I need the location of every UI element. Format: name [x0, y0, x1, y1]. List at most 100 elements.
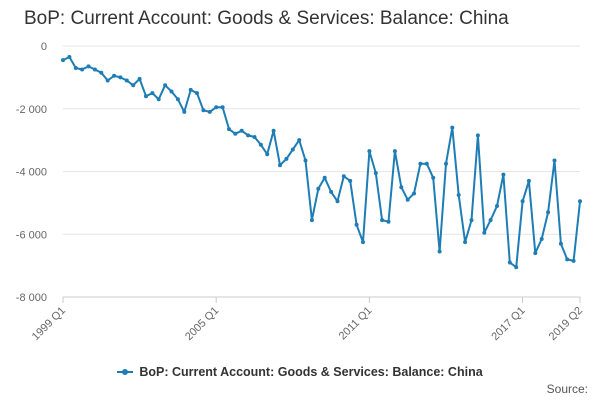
legend-label: BoP: Current Account: Goods & Services: … — [139, 365, 483, 379]
data-point[interactable] — [309, 218, 314, 223]
legend-item[interactable]: BoP: Current Account: Goods & Services: … — [117, 365, 483, 379]
y-tick-label: 0 — [41, 41, 47, 53]
data-point[interactable] — [252, 135, 257, 139]
data-point[interactable] — [227, 127, 231, 132]
data-point[interactable] — [61, 58, 65, 63]
data-point[interactable] — [539, 237, 544, 241]
data-point[interactable] — [156, 97, 161, 102]
data-point[interactable] — [450, 125, 455, 130]
data-point[interactable] — [112, 73, 117, 78]
data-point[interactable] — [361, 240, 365, 245]
data-point[interactable] — [412, 191, 416, 196]
data-point[interactable] — [341, 174, 346, 179]
data-point[interactable] — [578, 199, 582, 204]
data-point[interactable] — [105, 78, 110, 83]
data-point[interactable] — [437, 249, 442, 254]
data-point[interactable] — [533, 251, 538, 256]
data-point[interactable] — [239, 128, 244, 133]
legend[interactable]: BoP: Current Account: Goods & Services: … — [0, 365, 600, 380]
series-layer — [61, 55, 582, 270]
data-point[interactable] — [348, 178, 353, 183]
data-point[interactable] — [73, 66, 78, 70]
data-point[interactable] — [182, 109, 187, 114]
data-point[interactable] — [392, 149, 397, 154]
data-point[interactable] — [373, 171, 378, 176]
data-point[interactable] — [488, 218, 493, 223]
data-point[interactable] — [118, 75, 123, 80]
data-point[interactable] — [316, 186, 321, 191]
chart-title: BoP: Current Account: Goods & Services: … — [24, 8, 509, 29]
data-point[interactable] — [399, 185, 404, 190]
y-axis-labels: 0 -2 000 -4 000 -6 000 -8 000 — [16, 41, 47, 304]
data-point[interactable] — [469, 218, 474, 223]
data-point[interactable] — [329, 189, 334, 194]
data-point[interactable] — [405, 197, 410, 202]
data-point[interactable] — [195, 91, 199, 96]
data-point[interactable] — [163, 83, 168, 88]
data-point[interactable] — [386, 219, 391, 224]
data-point[interactable] — [571, 258, 576, 263]
data-point[interactable] — [67, 55, 72, 59]
data-point[interactable] — [169, 89, 174, 94]
data-point[interactable] — [265, 152, 270, 157]
data-point[interactable] — [558, 241, 563, 246]
data-point[interactable] — [552, 158, 557, 163]
data-point[interactable] — [514, 265, 519, 270]
data-point[interactable] — [380, 218, 385, 223]
data-point[interactable] — [367, 149, 372, 154]
data-point[interactable] — [463, 240, 468, 245]
data-point[interactable] — [207, 109, 212, 114]
data-point[interactable] — [201, 108, 206, 113]
y-tick-label: -4 000 — [16, 167, 47, 179]
data-point[interactable] — [546, 210, 551, 215]
data-point[interactable] — [444, 161, 448, 166]
data-point[interactable] — [144, 94, 148, 99]
data-point[interactable] — [233, 131, 238, 136]
data-point[interactable] — [495, 204, 499, 208]
x-tick-label: 2011 Q1 — [337, 305, 375, 343]
data-point[interactable] — [278, 163, 282, 168]
data-point[interactable] — [86, 64, 91, 69]
data-point[interactable] — [99, 70, 104, 75]
data-point[interactable] — [482, 230, 487, 235]
x-tick-label: 2017 Q1 — [489, 305, 527, 343]
legend-line-marker-icon — [117, 367, 134, 377]
data-point[interactable] — [526, 178, 531, 183]
data-point[interactable] — [475, 133, 480, 138]
data-point[interactable] — [131, 83, 136, 88]
data-point[interactable] — [303, 158, 308, 163]
data-point[interactable] — [335, 199, 340, 204]
x-axis-labels: 1999 Q1 2005 Q1 2011 Q1 2017 Q1 2019 Q2 — [30, 305, 585, 343]
data-point[interactable] — [137, 76, 142, 81]
y-tick-label: -8 000 — [16, 292, 47, 304]
data-point[interactable] — [124, 78, 129, 83]
data-point[interactable] — [565, 257, 570, 262]
data-point[interactable] — [290, 147, 295, 152]
data-point[interactable] — [456, 193, 461, 197]
data-point[interactable] — [284, 156, 289, 161]
data-point[interactable] — [150, 91, 155, 96]
data-point[interactable] — [80, 67, 85, 72]
x-tick-label: 2005 Q1 — [183, 305, 221, 343]
data-point[interactable] — [175, 97, 180, 102]
data-point[interactable] — [424, 161, 429, 166]
y-tick-label: -6 000 — [16, 229, 47, 241]
data-point[interactable] — [520, 199, 525, 204]
data-point[interactable] — [258, 142, 263, 147]
data-point[interactable] — [322, 175, 327, 180]
data-point[interactable] — [220, 105, 225, 110]
data-point[interactable] — [418, 161, 423, 166]
data-point[interactable] — [188, 87, 193, 92]
data-point[interactable] — [214, 105, 219, 110]
data-point[interactable] — [507, 260, 512, 265]
data-point[interactable] — [354, 222, 359, 227]
data-point[interactable] — [501, 172, 506, 177]
data-point[interactable] — [246, 133, 251, 138]
data-point[interactable] — [271, 128, 276, 133]
data-point[interactable] — [92, 67, 97, 72]
data-point[interactable] — [431, 175, 436, 180]
source-label: Source: — [546, 382, 588, 396]
series-line[interactable] — [62, 56, 581, 269]
data-point[interactable] — [297, 138, 302, 143]
